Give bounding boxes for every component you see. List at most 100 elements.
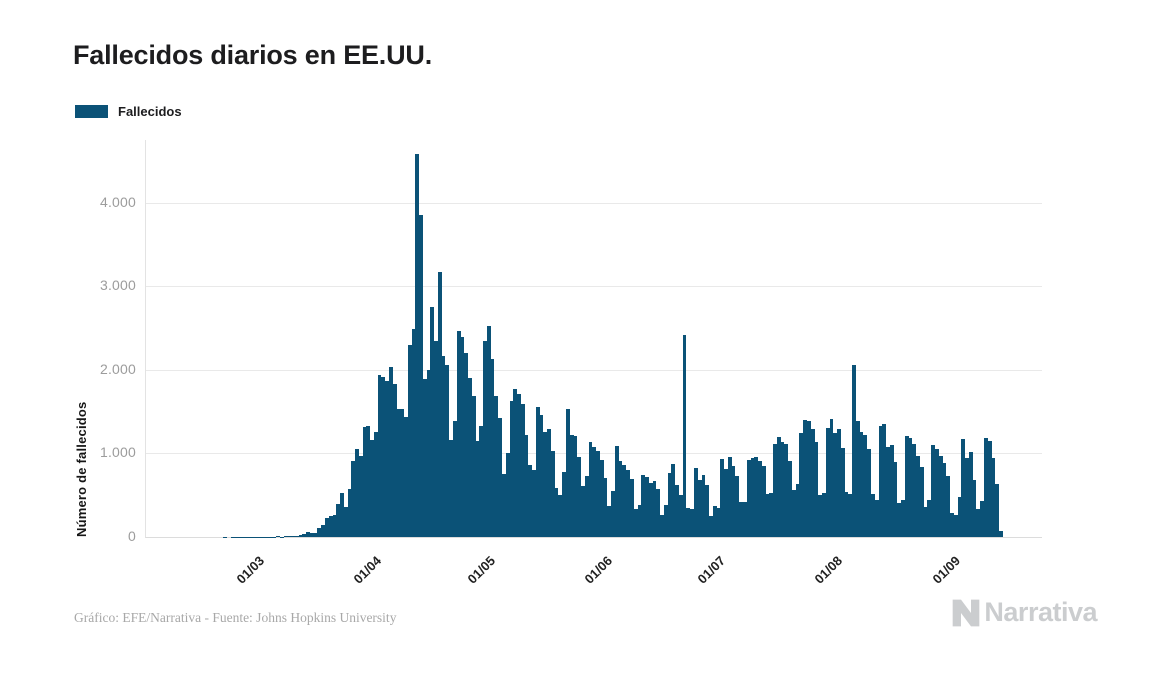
bar[interactable] — [803, 419, 807, 537]
bar[interactable] — [260, 536, 265, 537]
bar[interactable] — [999, 531, 1003, 537]
bar[interactable] — [426, 370, 431, 537]
bar[interactable] — [987, 440, 992, 537]
bar[interactable] — [855, 420, 860, 537]
bar[interactable] — [904, 436, 909, 537]
bar[interactable] — [735, 476, 740, 537]
bar[interactable] — [822, 492, 826, 537]
bar[interactable] — [479, 426, 484, 537]
bar[interactable] — [324, 518, 329, 537]
bar[interactable] — [833, 433, 838, 537]
bar[interactable] — [471, 395, 476, 537]
bar[interactable] — [916, 456, 920, 537]
bar[interactable] — [739, 501, 743, 537]
bar[interactable] — [897, 503, 902, 537]
bar[interactable] — [645, 476, 649, 537]
bar[interactable] — [234, 536, 239, 537]
bar[interactable] — [652, 480, 657, 537]
bar[interactable] — [942, 462, 947, 537]
bar[interactable] — [396, 409, 401, 537]
bar[interactable] — [554, 487, 559, 537]
bar[interactable] — [746, 460, 751, 537]
bar[interactable] — [494, 396, 499, 537]
bar[interactable] — [437, 271, 442, 537]
bar[interactable] — [539, 415, 544, 537]
bar[interactable] — [871, 494, 875, 537]
bar[interactable] — [754, 456, 759, 537]
bar[interactable] — [867, 449, 871, 537]
bar[interactable] — [486, 325, 491, 537]
bar[interactable] — [863, 434, 868, 537]
bar[interactable] — [370, 439, 374, 537]
bar[interactable] — [633, 509, 638, 537]
bar[interactable] — [697, 479, 702, 537]
bar[interactable] — [995, 483, 1000, 537]
bar[interactable] — [938, 455, 943, 537]
bar[interactable] — [592, 446, 597, 537]
bar[interactable] — [912, 443, 917, 537]
bar[interactable] — [626, 470, 630, 537]
bar[interactable] — [648, 482, 653, 537]
bar[interactable] — [972, 479, 977, 537]
bar[interactable] — [550, 450, 555, 537]
bar[interactable] — [667, 472, 672, 537]
bar[interactable] — [389, 367, 393, 537]
bar[interactable] — [475, 440, 480, 537]
bar[interactable] — [272, 536, 277, 537]
bar[interactable] — [565, 408, 570, 537]
bar[interactable] — [630, 478, 634, 537]
bar[interactable] — [614, 445, 619, 537]
bar[interactable] — [758, 461, 762, 537]
bar[interactable] — [464, 353, 469, 537]
bar[interactable] — [825, 428, 830, 537]
bar[interactable] — [806, 421, 811, 537]
bar[interactable] — [983, 438, 988, 537]
bar[interactable] — [279, 536, 284, 537]
bar[interactable] — [727, 456, 732, 537]
bar[interactable] — [584, 476, 589, 537]
bar[interactable] — [287, 536, 292, 537]
bar[interactable] — [407, 345, 412, 537]
bar[interactable] — [460, 337, 465, 537]
bar[interactable] — [441, 355, 446, 537]
bar[interactable] — [501, 474, 506, 537]
bar[interactable] — [524, 435, 529, 537]
bar[interactable] — [415, 153, 420, 537]
bar[interactable] — [264, 536, 269, 537]
bar[interactable] — [404, 417, 408, 537]
bar[interactable] — [230, 536, 235, 537]
bar[interactable] — [381, 376, 386, 537]
bar[interactable] — [852, 364, 856, 537]
bar[interactable] — [528, 464, 533, 537]
bar[interactable] — [919, 466, 924, 537]
bar[interactable] — [965, 458, 969, 537]
bar[interactable] — [874, 499, 879, 537]
bar[interactable] — [373, 432, 378, 537]
bar[interactable] — [351, 460, 356, 537]
bar[interactable] — [249, 536, 254, 537]
bar[interactable] — [392, 384, 397, 537]
bar[interactable] — [419, 214, 423, 537]
bar[interactable] — [569, 434, 574, 537]
bar[interactable] — [709, 515, 713, 537]
bar[interactable] — [377, 375, 382, 537]
bar[interactable] — [799, 433, 804, 537]
bar[interactable] — [618, 461, 623, 537]
bar[interactable] — [581, 486, 585, 537]
bar[interactable] — [795, 483, 800, 537]
bar[interactable] — [366, 425, 371, 537]
bar[interactable] — [535, 407, 540, 537]
bar[interactable] — [400, 408, 405, 537]
bar[interactable] — [731, 466, 736, 537]
bar[interactable] — [780, 441, 785, 537]
bar[interactable] — [336, 503, 341, 537]
bar[interactable] — [980, 501, 984, 537]
bar[interactable] — [773, 444, 777, 537]
bar[interactable] — [656, 489, 661, 537]
bar[interactable] — [660, 514, 664, 537]
bar[interactable] — [961, 439, 966, 537]
bar[interactable] — [761, 465, 766, 537]
bar[interactable] — [950, 513, 954, 537]
bar[interactable] — [671, 464, 676, 537]
bar[interactable] — [923, 506, 928, 537]
